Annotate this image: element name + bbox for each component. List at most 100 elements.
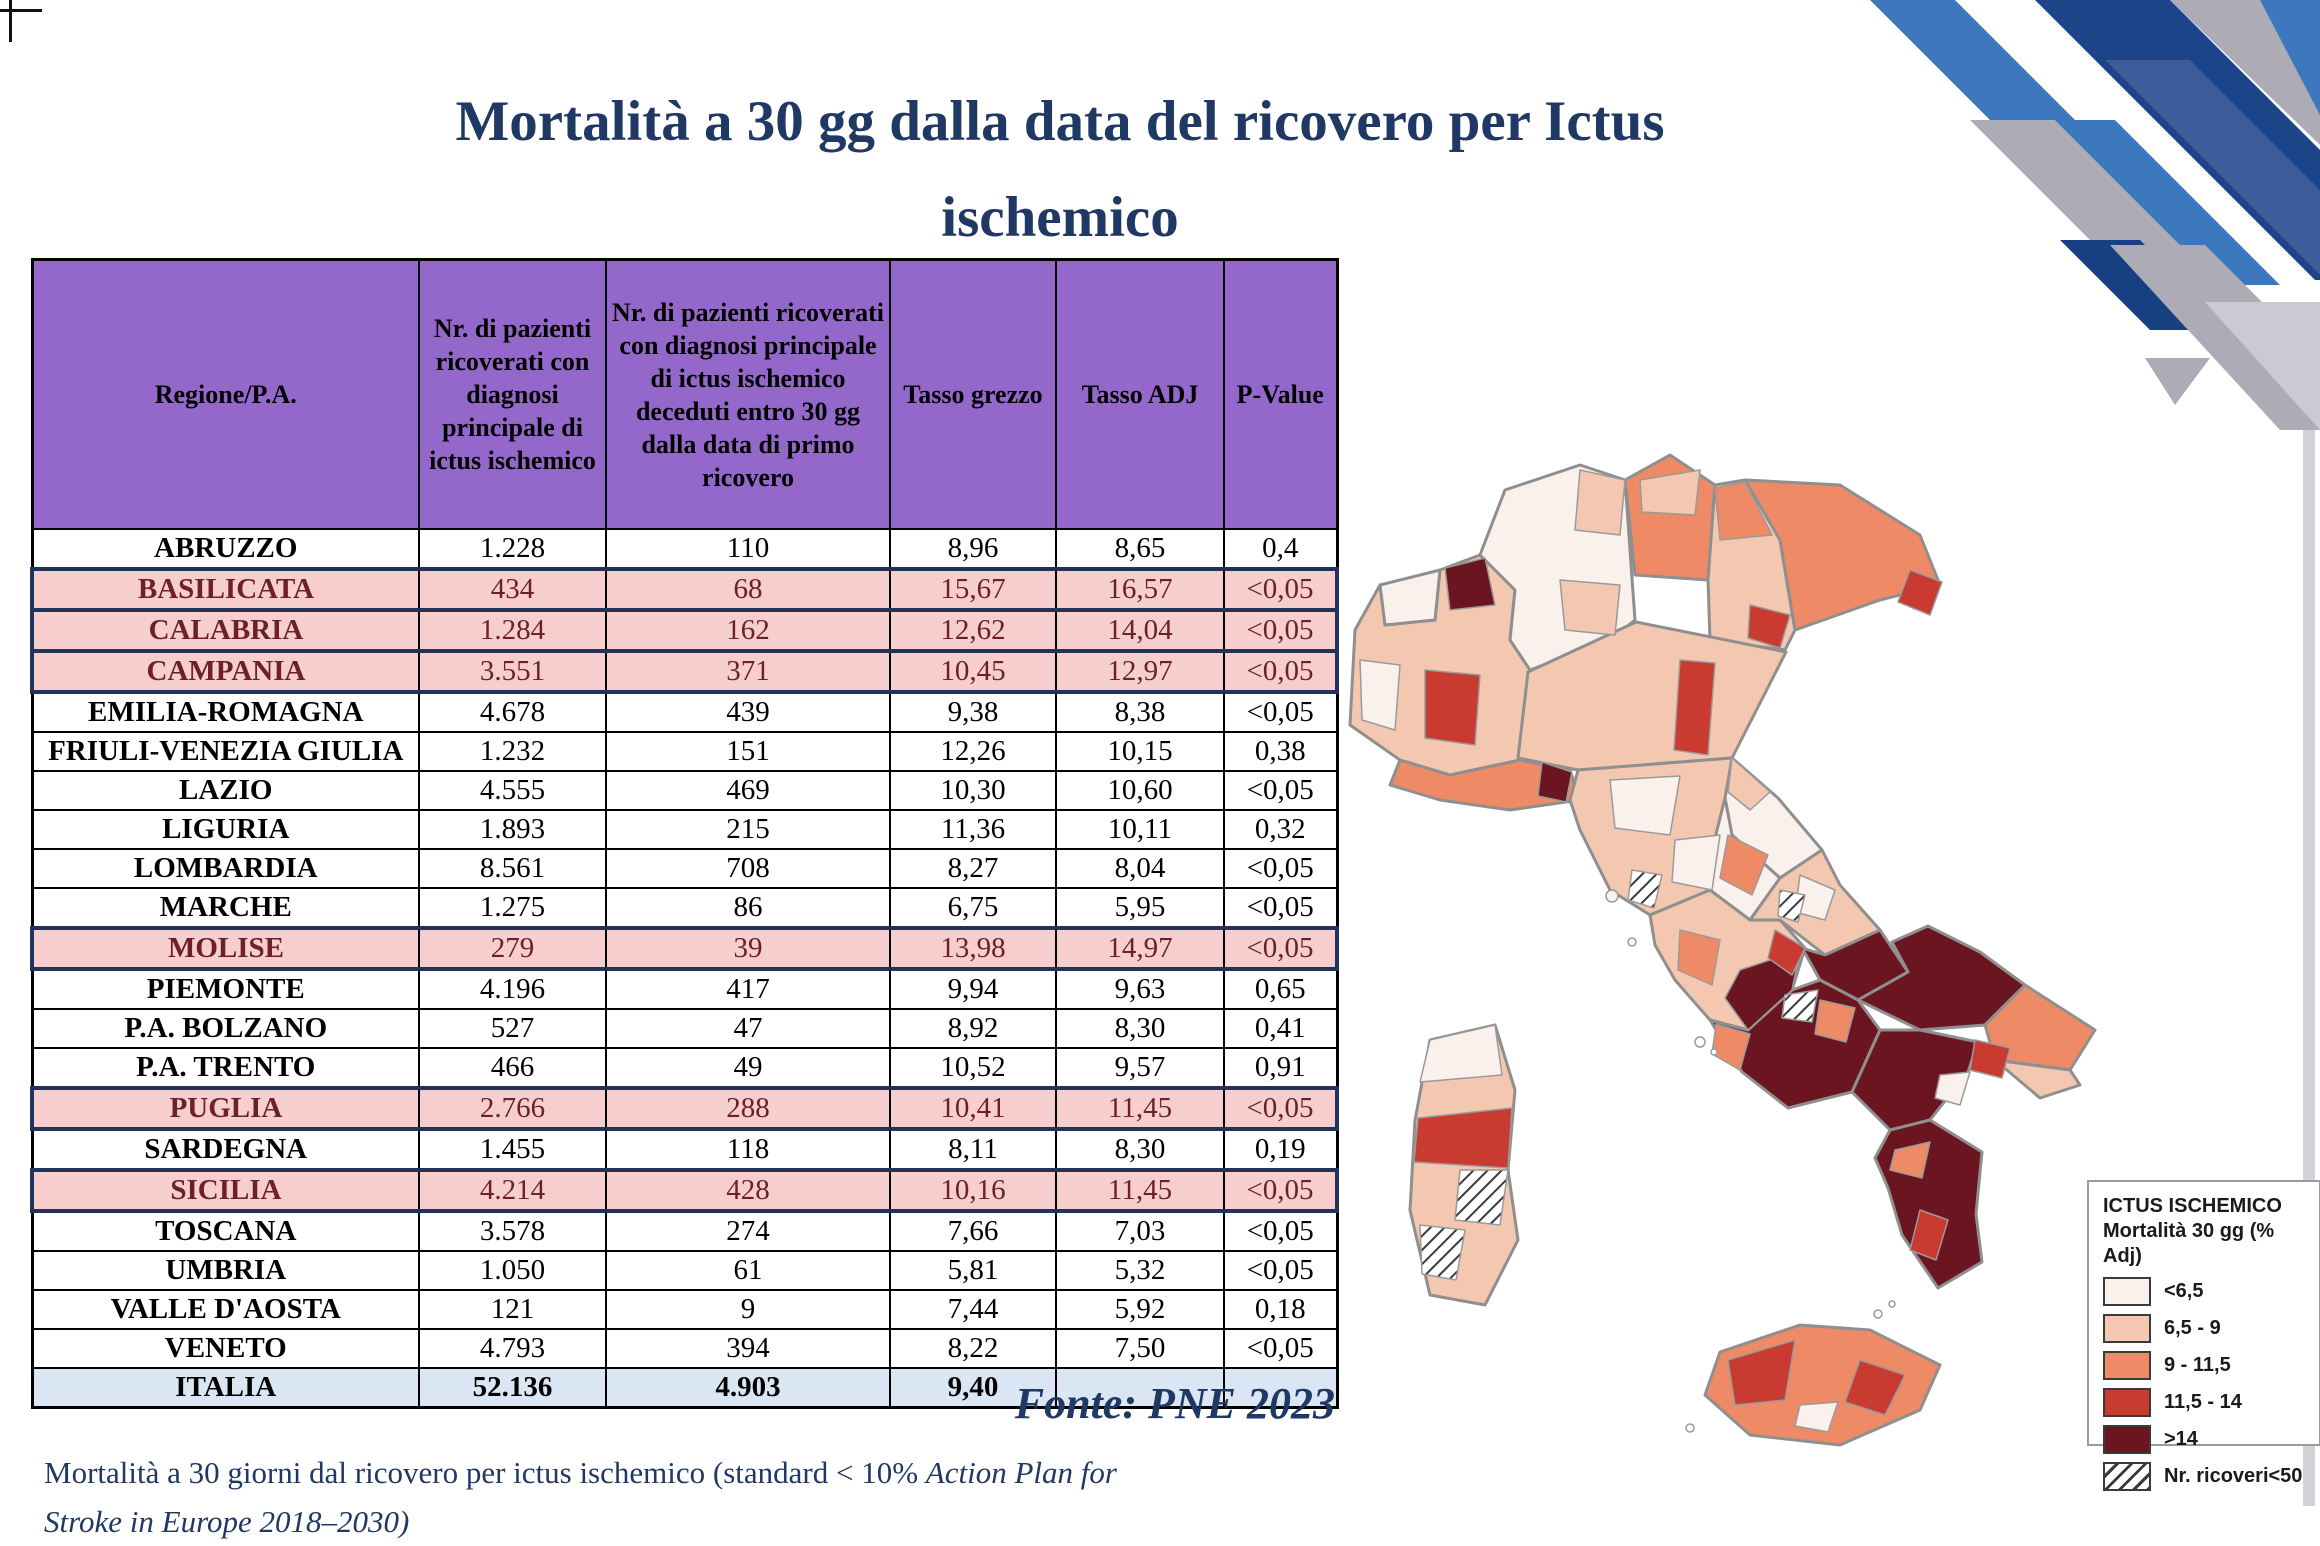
value-cell: 9,94	[889, 968, 1057, 1010]
value-cell: 10,41	[889, 1086, 1057, 1131]
value-cell: 13,98	[889, 926, 1057, 971]
value-cell: <0,05	[1223, 691, 1338, 733]
mortality-table-container: Regione/P.A. Nr. di pazienti ricoverati c…	[30, 258, 1339, 1409]
value-cell: 15,67	[889, 567, 1057, 612]
value-cell: 215	[605, 809, 891, 850]
value-cell: 5,92	[1055, 1289, 1225, 1330]
value-cell: 0,41	[1223, 1008, 1338, 1049]
value-cell: 4.555	[418, 770, 607, 811]
value-cell: 1.228	[418, 528, 607, 570]
value-cell: 121	[418, 1289, 607, 1330]
value-cell: 12,97	[1055, 649, 1225, 694]
value-cell: 4.214	[418, 1168, 607, 1213]
legend-swatch	[2103, 1351, 2151, 1380]
value-cell: 279	[418, 926, 607, 971]
value-cell: 162	[605, 608, 891, 653]
table-row: BASILICATA 434 68 15,67 16,57 <0,05	[30, 567, 1339, 612]
table-row: MARCHE 1.275 86 6,75 5,95 <0,05	[31, 887, 1338, 929]
legend-label: 9 - 11,5	[2164, 1354, 2231, 1376]
value-cell: 39	[605, 926, 891, 971]
value-cell: 434	[418, 567, 607, 612]
value-cell: 274	[605, 1210, 891, 1252]
column-header: Nr. di pazienti ricoverati con diagnosi …	[418, 258, 607, 530]
region-name-cell: UMBRIA	[31, 1250, 420, 1291]
value-cell: 10,11	[1055, 809, 1225, 850]
value-cell: 0,91	[1223, 1047, 1338, 1089]
region-name-cell: SARDEGNA	[31, 1128, 420, 1171]
table-row: UMBRIA 1.050 61 5,81 5,32 <0,05	[31, 1250, 1338, 1291]
value-cell: <0,05	[1223, 1210, 1338, 1252]
value-cell: 52.136	[418, 1367, 607, 1409]
value-cell: 439	[605, 691, 891, 733]
region-name-cell: VALLE D'AOSTA	[31, 1289, 420, 1330]
table-row: PUGLIA 2.766 288 10,41 11,45 <0,05	[30, 1086, 1339, 1131]
value-cell: 110	[605, 528, 891, 570]
value-cell: 8,30	[1055, 1128, 1225, 1171]
legend-items: <6,5 6,5 - 9 9 - 11,5 11,5 - 14 >14 Nr. ricov…	[2103, 1277, 2311, 1491]
value-cell: 61	[605, 1250, 891, 1291]
table-row: SARDEGNA 1.455 118 8,11 8,30 0,19	[31, 1128, 1338, 1171]
value-cell: <0,05	[1223, 1168, 1339, 1213]
value-cell: 86	[605, 887, 891, 929]
legend-swatch	[2103, 1314, 2151, 1343]
value-cell: <0,05	[1223, 770, 1338, 811]
table-total-row: ITALIA 52.136 4.903 9,40	[31, 1367, 1338, 1409]
region-name-cell: CALABRIA	[30, 608, 420, 653]
value-cell: 1.050	[418, 1250, 607, 1291]
value-cell: 288	[605, 1086, 891, 1131]
table-row: EMILIA-ROMAGNA 4.678 439 9,38 8,38 <0,05	[31, 691, 1338, 733]
legend-label: 11,5 - 14	[2164, 1391, 2242, 1413]
table-row: P.A. TRENTO 466 49 10,52 9,57 0,91	[31, 1047, 1338, 1089]
value-cell: 394	[605, 1328, 891, 1369]
value-cell: 7,66	[889, 1210, 1057, 1252]
value-cell: 3.578	[418, 1210, 607, 1252]
region-name-cell: SICILIA	[30, 1168, 420, 1213]
table-row: PIEMONTE 4.196 417 9,94 9,63 0,65	[31, 968, 1338, 1010]
value-cell: 11,36	[889, 809, 1057, 850]
value-cell	[1055, 1367, 1225, 1409]
value-cell: 10,45	[889, 649, 1057, 694]
legend-item: 11,5 - 14	[2103, 1388, 2311, 1417]
value-cell: 10,15	[1055, 731, 1225, 772]
value-cell: 14,97	[1055, 926, 1225, 971]
value-cell: 1.232	[418, 731, 607, 772]
column-header: Regione/P.A.	[31, 258, 420, 530]
column-header: Tasso ADJ	[1055, 258, 1225, 530]
value-cell: 7,03	[1055, 1210, 1225, 1252]
value-cell: 5,95	[1055, 887, 1225, 929]
table-row: LOMBARDIA 8.561 708 8,27 8,04 <0,05	[31, 848, 1338, 889]
legend-item: >14	[2103, 1425, 2311, 1454]
column-header: P-Value	[1223, 258, 1338, 530]
region-name-cell: P.A. TRENTO	[31, 1047, 420, 1089]
value-cell: 0,65	[1223, 968, 1338, 1010]
region-name-cell: EMILIA-ROMAGNA	[31, 691, 420, 733]
table-row: ABRUZZO 1.228 110 8,96 8,65 0,4	[31, 528, 1338, 570]
legend-swatch	[2103, 1462, 2151, 1491]
table-row: MOLISE 279 39 13,98 14,97 <0,05	[30, 926, 1339, 971]
region-name-cell: MOLISE	[30, 926, 420, 971]
value-cell: <0,05	[1223, 608, 1339, 653]
value-cell: 7,44	[889, 1289, 1057, 1330]
value-cell: 10,60	[1055, 770, 1225, 811]
legend-label: Nr. ricoveri<50	[2164, 1465, 2303, 1487]
value-cell: 12,62	[889, 608, 1057, 653]
region-name-cell: LOMBARDIA	[31, 848, 420, 889]
value-cell: 11,45	[1055, 1086, 1225, 1131]
value-cell: 0,32	[1223, 809, 1338, 850]
value-cell: 10,16	[889, 1168, 1057, 1213]
map-legend: ICTUS ISCHEMICO Mortalità 30 gg (% Adj) …	[2087, 1180, 2320, 1491]
region-name-cell: FRIULI-VENEZIA GIULIA	[31, 731, 420, 772]
value-cell: 5,32	[1055, 1250, 1225, 1291]
region-name-cell: PIEMONTE	[31, 968, 420, 1010]
table-row: FRIULI-VENEZIA GIULIA 1.232 151 12,26 10,15 0…	[31, 731, 1338, 772]
legend-title-line2: Mortalità 30 gg (% Adj)	[2103, 1220, 2275, 1267]
region-name-cell: CAMPANIA	[30, 649, 420, 694]
value-cell: 4.793	[418, 1328, 607, 1369]
value-cell: 10,30	[889, 770, 1057, 811]
value-cell: 49	[605, 1047, 891, 1089]
value-cell: 0,19	[1223, 1128, 1338, 1171]
slide-edge-mark-horizontal	[0, 9, 42, 12]
value-cell: 0,18	[1223, 1289, 1338, 1330]
page-title-line1: Mortalità a 30 gg dalla data del ricover…	[455, 90, 1665, 153]
